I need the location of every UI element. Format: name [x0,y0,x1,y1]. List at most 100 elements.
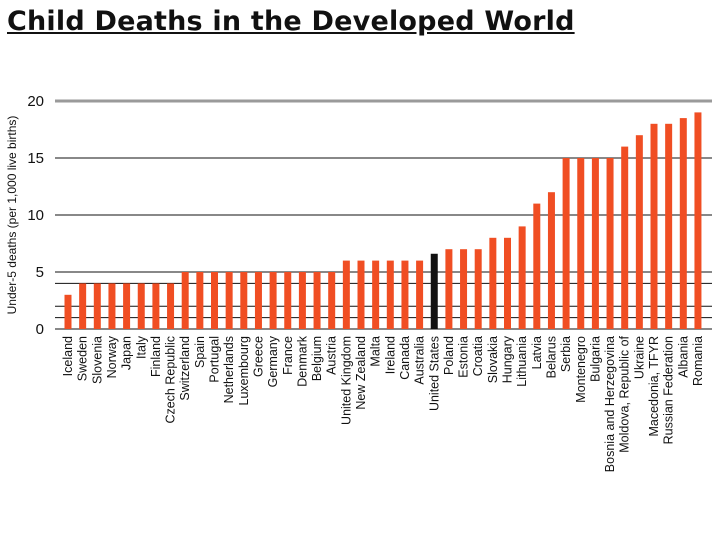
bar-italy [137,283,145,329]
bar-croatia [474,249,482,329]
bar-ukraine [635,135,643,329]
bar-norway [108,283,116,329]
bar-netherlands [225,272,233,329]
bars [64,112,702,330]
category-label: Norway [105,335,119,378]
category-label: Ireland [383,336,397,374]
bar-iceland [64,294,72,329]
category-label: United Kingdom [339,336,353,425]
category-label: Iceland [61,336,75,376]
y-tick-label: 5 [36,264,44,281]
category-label: Switzerland [178,336,192,401]
bar-czech-republic [167,283,175,329]
bar-bosnia-and-herzegovina [606,158,614,329]
category-label: Slovakia [486,336,500,383]
category-label: Albania [676,336,690,378]
y-tick-label: 0 [36,321,44,338]
bar-portugal [211,272,218,329]
category-label: Hungary [501,335,515,383]
bar-greece [254,272,262,329]
bar-lithuania [518,226,526,329]
category-labels: Iceland Sweden Slovenia Norway Japan Italy Fin… [61,335,705,472]
bar-malta [372,260,380,329]
category-label: Greece [251,336,265,377]
bar-poland [445,249,453,329]
bar-latvia [533,203,541,329]
category-label: Estonia [457,336,471,378]
category-label: Austria [325,336,339,375]
bar-sweden [79,283,87,329]
y-tick-labels: 0 5 10 15 20 [27,93,44,338]
category-label: Latvia [530,336,544,369]
category-label: Canada [398,336,412,380]
bar-germany [269,272,277,329]
bar-slovakia [489,237,497,329]
category-label: Montenegro [574,336,588,403]
y-tick-label: 20 [27,93,44,110]
bar-macedonia-tfyr [650,123,658,329]
category-label: Germany [266,335,280,387]
bar-montenegro [577,158,585,329]
category-label: Romania [691,336,705,386]
y-tick-label: 15 [27,150,44,167]
category-label: Denmark [295,335,309,386]
bar-finland [152,283,160,329]
category-label: Netherlands [222,336,236,403]
category-label: Sweden [76,336,90,381]
bar-estonia [460,249,468,329]
bar-japan [123,283,131,329]
bar-denmark [298,272,306,329]
category-label: France [281,336,295,375]
gridlines [55,99,712,330]
category-label: Portugal [208,336,222,383]
bar-moldova-republic-of [621,146,629,329]
bar-hungary [504,237,511,329]
bar-united-states [430,253,438,329]
category-label: New Zealand [354,336,368,410]
bar-serbia [562,158,570,329]
y-tick-label: 10 [27,207,44,224]
bar-new-zealand [357,260,365,329]
bar-switzerland [181,272,189,329]
category-label: Bulgaria [588,336,602,382]
bar-albania [679,118,687,329]
category-label: Slovenia [90,336,104,384]
category-label: Poland [442,336,456,375]
bar-bulgaria [591,158,599,329]
category-label: Luxembourg [237,336,251,406]
category-label: Belgium [310,336,324,381]
bar-belarus [547,192,555,329]
category-label: Australia [413,336,427,385]
category-label: Macedonia, TFYR [647,336,661,437]
bar-ireland [386,260,394,329]
bar-belgium [313,272,321,329]
category-label: Moldova, Republic of [618,335,632,452]
bar-canada [401,260,409,329]
category-label: Croatia [471,336,485,376]
bar-russian-federation [665,123,673,329]
category-label: Spain [193,336,207,368]
y-axis-title: Under-5 deaths (per 1,000 live births) [5,116,19,315]
bar-france [284,272,292,329]
bar-luxembourg [240,272,248,329]
bar-austria [328,272,336,329]
bar-australia [416,260,424,329]
category-label: Russian Federation [662,336,676,444]
bar-united-kingdom [342,260,350,329]
category-label: Serbia [559,336,573,372]
category-label: United States [427,336,441,411]
bar-slovenia [93,283,101,329]
category-label: Bosnia and Herzegovina [603,336,617,472]
category-label: Ukraine [632,336,646,379]
slide-title: Child Deaths in the Developed World [7,6,575,37]
bar-romania [694,112,702,330]
bar-spain [196,272,204,329]
category-label: Czech Republic [164,336,178,424]
category-label: Japan [120,336,134,370]
category-label: Finland [149,336,163,377]
category-label: Malta [369,336,383,367]
category-label: Belarus [544,336,558,378]
category-label: Italy [134,335,148,359]
category-label: Lithuania [515,336,529,387]
